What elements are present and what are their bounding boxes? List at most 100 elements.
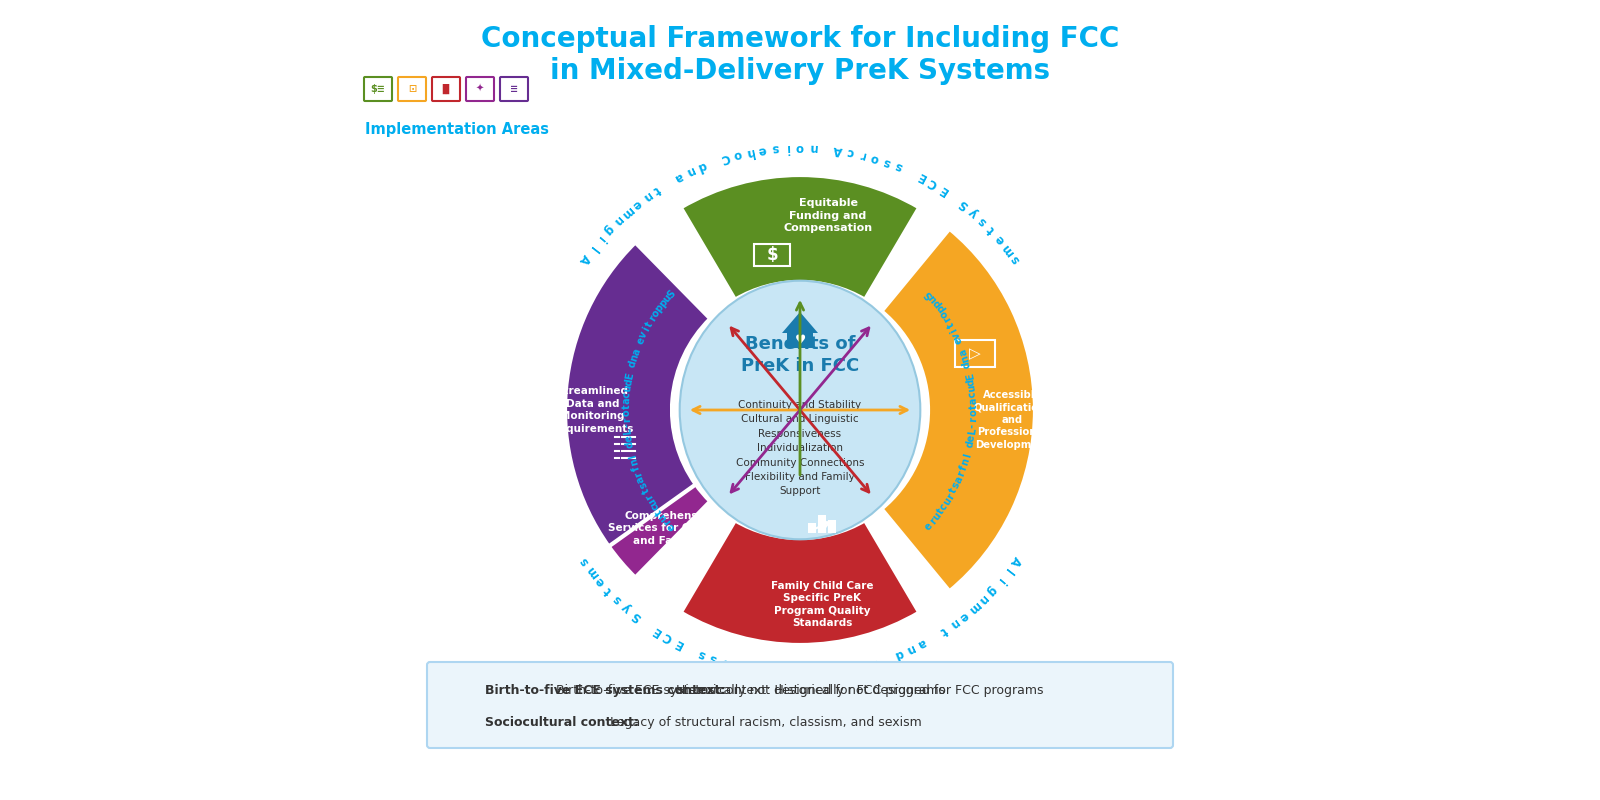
Text: A: A [832, 142, 843, 157]
Text: ✦: ✦ [475, 84, 485, 94]
Text: Continuity and Stability
Cultural and Linguistic
Responsiveness
Individualizatio: Continuity and Stability Cultural and Li… [736, 400, 864, 496]
Text: S: S [957, 197, 971, 212]
Text: o: o [968, 410, 979, 417]
Text: Equitable
Funding and
Compensation: Equitable Funding and Compensation [784, 198, 872, 233]
Text: u: u [622, 384, 634, 393]
Text: c: c [650, 502, 661, 512]
Text: r: r [733, 658, 742, 673]
Text: p: p [934, 302, 947, 314]
Text: v: v [950, 330, 962, 340]
Text: u: u [658, 510, 669, 522]
Text: C: C [661, 630, 675, 645]
Text: Birth-to-five ECE systems context: Historically not designed for FCC programs: Birth-to-five ECE systems context: Histo… [557, 684, 1043, 697]
Text: e: e [966, 434, 976, 442]
Text: s: s [771, 142, 779, 155]
FancyBboxPatch shape [365, 77, 392, 101]
Text: n: n [629, 354, 640, 363]
Text: l: l [1002, 566, 1014, 577]
Text: Implementation Areas: Implementation Areas [365, 122, 549, 137]
Text: a: a [954, 474, 965, 484]
Text: g: g [984, 582, 998, 598]
Text: r: r [634, 470, 645, 478]
Text: e: e [666, 520, 677, 532]
Polygon shape [829, 520, 835, 533]
Text: a: a [968, 397, 979, 404]
Text: s: s [893, 159, 904, 174]
Text: E: E [672, 636, 685, 651]
FancyBboxPatch shape [398, 77, 426, 101]
Text: A: A [576, 252, 592, 266]
Text: a: a [630, 347, 642, 357]
Text: c: c [845, 145, 854, 159]
Text: Historically not designed for FCC programs: Historically not designed for FCC progra… [672, 684, 946, 697]
Text: S: S [923, 288, 934, 300]
Text: g: g [602, 222, 616, 238]
Text: t: t [936, 507, 946, 517]
Text: o: o [621, 410, 632, 417]
Text: Sociocultural context:: Sociocultural context: [485, 716, 638, 729]
Text: E: E [936, 182, 950, 197]
Text: r: r [942, 314, 954, 323]
Text: n: n [782, 666, 792, 679]
Text: Comprehensive
Services for Children
and Families: Comprehensive Services for Children and … [608, 511, 731, 546]
FancyBboxPatch shape [432, 77, 461, 101]
Text: l: l [586, 243, 598, 254]
Text: ▐▌: ▐▌ [438, 84, 453, 94]
Polygon shape [808, 523, 816, 533]
Text: o: o [858, 658, 867, 673]
Text: p: p [658, 298, 669, 310]
Text: c: c [622, 391, 632, 398]
Text: u: u [926, 293, 939, 305]
Text: n: n [683, 163, 696, 179]
Text: i: i [949, 326, 958, 334]
Text: r: r [946, 491, 957, 501]
Text: r: r [661, 516, 672, 526]
Text: e: e [834, 663, 843, 678]
Text: i: i [994, 575, 1006, 586]
Polygon shape [787, 333, 813, 348]
Text: a: a [915, 636, 928, 651]
Text: n: n [974, 592, 990, 606]
Text: i: i [786, 141, 790, 154]
Text: t: t [621, 405, 632, 410]
Text: f: f [630, 464, 642, 471]
Text: s: s [610, 592, 624, 606]
Text: Benefits of
PreK in FCC: Benefits of PreK in FCC [741, 335, 859, 375]
Text: f: f [958, 464, 970, 471]
Text: d: d [624, 378, 634, 386]
Text: u: u [931, 510, 942, 522]
Text: e: e [957, 608, 971, 623]
Text: $: $ [766, 246, 778, 264]
Text: t: t [968, 405, 979, 410]
Text: t: t [938, 623, 949, 638]
Text: e: e [624, 434, 634, 442]
Text: t: t [654, 507, 664, 517]
Text: E: E [650, 623, 664, 638]
Text: t: t [642, 486, 651, 495]
Text: n: n [904, 641, 917, 657]
Text: ♥: ♥ [794, 334, 806, 346]
Text: L: L [622, 428, 634, 435]
Text: u: u [966, 384, 978, 393]
Text: m: m [965, 599, 982, 617]
Text: d: d [962, 359, 973, 369]
Text: -: - [622, 423, 632, 428]
Text: Family Child Care
Specific PreK
Program Quality
Standards: Family Child Care Specific PreK Program … [771, 581, 874, 628]
Text: r: r [928, 516, 939, 526]
Text: d: d [965, 439, 976, 448]
Text: o: o [797, 141, 805, 154]
Text: t: t [949, 486, 958, 495]
Text: Accessible
Qualifications
and
Professional
Development: Accessible Qualifications and Profession… [973, 390, 1051, 450]
Text: i: i [810, 666, 814, 679]
Text: ≡: ≡ [510, 84, 518, 94]
Text: A: A [757, 663, 768, 678]
Text: r: r [955, 470, 966, 478]
Text: n: n [960, 457, 971, 466]
Text: e: e [629, 197, 643, 212]
Text: C: C [720, 150, 731, 166]
Text: ⊡: ⊡ [408, 84, 416, 94]
Text: t: t [651, 182, 662, 197]
Polygon shape [818, 515, 826, 533]
Text: d: d [627, 359, 638, 369]
Text: n: n [960, 354, 971, 363]
